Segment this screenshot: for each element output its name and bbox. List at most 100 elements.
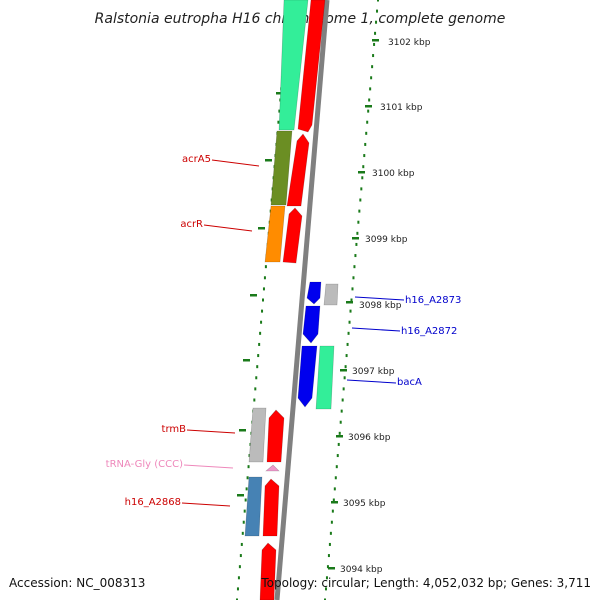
ring-dot xyxy=(256,365,259,369)
ring-dot xyxy=(262,287,265,291)
leader-line xyxy=(186,429,236,434)
ring-dot xyxy=(365,131,368,135)
ring-dot xyxy=(331,509,334,513)
feature-red-trmb xyxy=(266,409,285,463)
scale-label: 3097 kbp xyxy=(352,367,395,377)
scale-tick xyxy=(346,301,353,304)
ring-dot xyxy=(372,54,375,58)
scale-tick xyxy=(331,501,338,504)
feature-pink-trna-gly xyxy=(265,464,280,472)
ring-dot xyxy=(367,109,370,113)
feature-red-acrr xyxy=(282,207,303,264)
gene-label-trna-gly[interactable]: tRNA-Gly (CCC) xyxy=(106,459,183,470)
label-leader-lines xyxy=(181,159,405,507)
feature-steel-h16-a2868 xyxy=(244,476,263,537)
ring-dot xyxy=(341,398,344,402)
ring-dot xyxy=(239,554,242,558)
scale-label: 3102 kbp xyxy=(388,38,431,48)
ring-dot xyxy=(371,65,374,69)
ring-dot xyxy=(370,76,373,80)
ring-dot xyxy=(369,87,372,91)
feature-red-upper xyxy=(297,0,326,133)
ring-dot xyxy=(350,298,353,302)
ring-dot xyxy=(358,209,361,213)
ring-dot xyxy=(344,365,347,369)
scale-label: 3095 kbp xyxy=(343,499,386,509)
ring-dot xyxy=(342,387,345,391)
leader-line xyxy=(351,327,401,332)
ring-dot xyxy=(263,276,266,280)
ring-dot xyxy=(340,409,343,413)
feature-teal-baca xyxy=(315,345,335,410)
scale-tick xyxy=(372,39,379,42)
ring-dot xyxy=(241,531,244,535)
ring-dot xyxy=(238,565,241,569)
ring-dot xyxy=(324,598,326,600)
accession-text: Accession: NC_008313 xyxy=(9,576,145,590)
ring-dot xyxy=(264,265,267,269)
ring-dot xyxy=(355,242,358,246)
ring-dot xyxy=(354,254,357,258)
gene-label-trmb[interactable]: trmB xyxy=(162,424,187,435)
scale-label: 3096 kbp xyxy=(348,433,391,443)
scale-label: 3098 kbp xyxy=(359,301,402,311)
ring-dot xyxy=(258,342,261,346)
ring-dot xyxy=(362,165,365,169)
ring-dot xyxy=(244,498,247,502)
gene-label-h16-a2873[interactable]: h16_A2873 xyxy=(405,295,461,306)
feature-red-bottom xyxy=(259,542,277,600)
ring-dot xyxy=(373,42,376,46)
scale-label: 3099 kbp xyxy=(365,235,408,245)
ring-dot xyxy=(337,442,340,446)
ring-dot xyxy=(352,276,355,280)
feature-olive-acra5 xyxy=(270,130,293,206)
leader-line xyxy=(181,502,231,507)
scale-tick xyxy=(239,429,246,432)
ring-dot xyxy=(364,142,367,146)
gene-label-h16-a2872[interactable]: h16_A2872 xyxy=(401,326,457,337)
ring-dot xyxy=(246,476,249,480)
ring-dot xyxy=(360,187,363,191)
ring-dot xyxy=(261,309,264,313)
ring-dot xyxy=(259,331,262,335)
feature-gray-h16-a2873 xyxy=(323,283,339,306)
ring-dot xyxy=(336,454,339,458)
ring-dot xyxy=(349,309,352,313)
leader-line xyxy=(346,379,397,384)
gene-label-acra5[interactable]: acrA5 xyxy=(182,154,211,165)
ring-dot xyxy=(335,465,338,469)
feature-red-acra5 xyxy=(286,133,310,207)
scale-tick xyxy=(237,494,244,497)
ring-dot xyxy=(242,520,245,524)
scale-tick xyxy=(250,294,257,297)
ring-dot xyxy=(330,520,333,524)
scale-tick xyxy=(265,159,272,162)
ring-dot xyxy=(333,487,336,491)
ring-dot xyxy=(325,576,328,580)
ring-dot xyxy=(363,154,366,158)
ring-dot xyxy=(343,376,346,380)
ring-dot xyxy=(327,554,330,558)
ring-dot xyxy=(277,120,280,124)
ring-dot xyxy=(351,287,354,291)
ring-dot xyxy=(236,598,238,600)
ring-dot xyxy=(353,265,356,269)
chromosome-backbone xyxy=(274,0,330,600)
gene-label-h16-a2868[interactable]: h16_A2868 xyxy=(125,497,181,508)
left-dotted-ring xyxy=(236,0,290,600)
scale-tick xyxy=(352,237,359,240)
scale-tick xyxy=(336,435,343,438)
feature-blue-baca xyxy=(297,345,318,408)
feature-gray-trmb xyxy=(248,407,267,463)
ring-dot xyxy=(347,331,350,335)
ring-dot xyxy=(346,342,349,346)
feature-blue-h16-a2873 xyxy=(306,281,322,305)
ring-dot xyxy=(332,498,335,502)
gene-label-baca[interactable]: bacA xyxy=(397,377,422,388)
ring-dot xyxy=(338,431,341,435)
right-dotted-ring xyxy=(324,0,379,600)
ring-dot xyxy=(326,565,329,569)
gene-label-acrr[interactable]: acrR xyxy=(180,219,203,230)
ring-dot xyxy=(278,109,281,113)
ring-dot xyxy=(260,320,263,324)
